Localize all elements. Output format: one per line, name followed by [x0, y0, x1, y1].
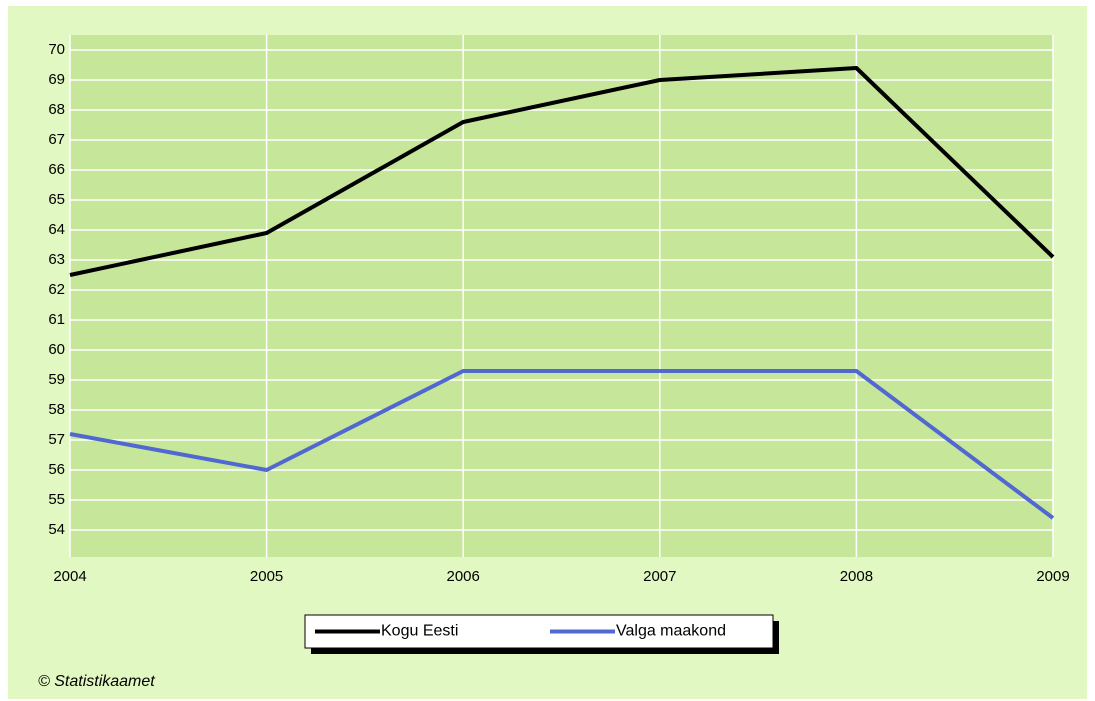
x-tick-label: 2006 [447, 568, 480, 585]
x-tick-label: 2005 [250, 568, 283, 585]
x-tick-label: 2004 [53, 568, 86, 585]
y-tick-label: 59 [48, 371, 65, 388]
y-tick-label: 64 [48, 221, 65, 238]
source-note: © Statistikaamet [38, 673, 155, 690]
y-tick-label: 69 [48, 71, 65, 88]
y-tick-label: 58 [48, 401, 65, 418]
data-line [69, 66, 1055, 277]
y-tick-label: 70 [48, 41, 65, 58]
y-tick-label: 67 [48, 131, 65, 148]
y-tick-label: 60 [48, 341, 65, 358]
x-tick-label: 2008 [840, 568, 873, 585]
y-tick-label: 55 [48, 491, 65, 508]
legend [304, 614, 774, 649]
data-line [69, 369, 1055, 520]
x-tick-label: 2009 [1036, 568, 1069, 585]
y-tick-label: 63 [48, 251, 65, 268]
y-tick-label: 66 [48, 161, 65, 178]
y-tick-label: 62 [48, 281, 65, 298]
y-tick-label: 61 [48, 311, 65, 328]
y-tick-label: 57 [48, 431, 65, 448]
y-tick-label: 65 [48, 191, 65, 208]
legend-label: Valga maakond [616, 623, 726, 640]
y-tick-label: 56 [48, 461, 65, 478]
legend-label: Kogu Eesti [381, 623, 458, 640]
x-tick-label: 2007 [643, 568, 676, 585]
y-tick-label: 68 [48, 101, 65, 118]
y-tick-label: 54 [48, 521, 65, 538]
